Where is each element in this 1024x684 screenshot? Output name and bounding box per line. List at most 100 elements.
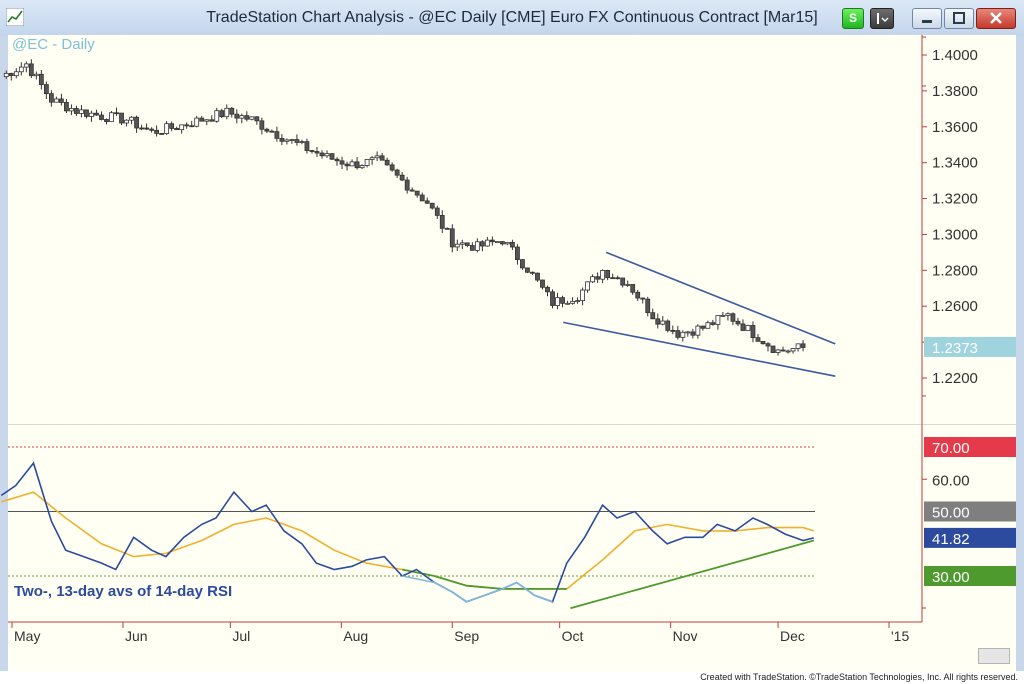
candle-body (114, 112, 119, 115)
rsi-2-day-line (0, 461, 814, 603)
candle-body (249, 116, 255, 120)
candle-body (309, 150, 315, 152)
candle-body (745, 325, 751, 331)
candle-body (515, 246, 520, 260)
time-tick-label: Dec (780, 628, 805, 644)
candle-body (214, 110, 220, 122)
price-tick-label: 1.3600 (932, 119, 978, 136)
candle-body (790, 348, 796, 352)
chart-scroll-control[interactable] (978, 648, 1010, 664)
candle-body (48, 93, 54, 103)
candle-body (234, 113, 240, 119)
candle-body (89, 112, 94, 117)
candle-body (600, 269, 606, 280)
candle-body (84, 109, 89, 117)
candle-body (334, 158, 340, 162)
rsi-level-label: 41.82 (932, 531, 970, 548)
candle-body (58, 98, 64, 103)
candle-body (299, 141, 305, 144)
candle-body (169, 123, 175, 129)
candle-body (99, 114, 104, 120)
candle-body (289, 139, 295, 141)
candle-body (399, 174, 405, 181)
strategy-button[interactable]: S (842, 8, 864, 29)
candle-body (38, 73, 44, 85)
candle-body (104, 119, 109, 122)
candle-body (660, 320, 666, 325)
candle-body (615, 277, 621, 280)
candle-body (510, 242, 515, 248)
candle-body (444, 227, 450, 230)
candle-body (139, 127, 144, 130)
indicator-button[interactable] (870, 8, 894, 29)
candle-body (219, 110, 225, 118)
rsi-level-badge (924, 527, 1016, 548)
candle-body (630, 284, 636, 293)
indicator-icon (877, 13, 889, 24)
candle-body (204, 119, 210, 122)
copyright-text: Created with TradeStation. ©TradeStation… (700, 672, 1018, 682)
candle-body (540, 279, 545, 288)
candle-body (269, 130, 275, 133)
candle-body (434, 207, 440, 216)
candle-body (144, 127, 149, 130)
candle-body (8, 72, 14, 77)
maximize-button[interactable] (944, 8, 974, 29)
candle-body (484, 239, 490, 247)
candle-body (94, 112, 99, 116)
price-tick-label: 1.3200 (932, 191, 978, 208)
candle-body (785, 350, 791, 353)
chart-plot-area[interactable] (8, 35, 1016, 671)
candle-body (119, 112, 124, 124)
candle-body (605, 269, 611, 279)
last-price-badge (924, 336, 1016, 357)
price-tick-label: 1.3800 (932, 83, 978, 100)
candle-body (640, 297, 646, 300)
rsi-support-trendline (570, 539, 815, 610)
time-tick-label: Sep (454, 628, 479, 644)
candle-body (650, 312, 656, 320)
candle-body (279, 137, 285, 142)
candle-body (535, 272, 540, 281)
candle-body (625, 284, 631, 286)
candle-body (545, 286, 550, 293)
candle-body (505, 242, 510, 245)
candle-body (690, 331, 696, 336)
candle-body (424, 200, 430, 204)
price-tick-label: 1.3400 (932, 155, 978, 172)
candle-body (154, 129, 160, 134)
candle-body (775, 349, 781, 353)
candle-body (239, 115, 245, 119)
pane-separator[interactable] (8, 424, 1016, 425)
candle-body (525, 267, 530, 273)
candle-body (489, 239, 495, 243)
candle-body (414, 190, 420, 196)
candle-body (384, 159, 390, 166)
candle-body (284, 139, 290, 142)
rsi-annotation: Two-, 13-day avs of 14-day RSI (14, 583, 232, 600)
candle-body (319, 152, 325, 157)
candle-body (454, 243, 460, 248)
wedge-trendline (605, 251, 836, 345)
rsi-13-day-oversold-segment (402, 568, 567, 590)
rsi-level-label: 60.00 (932, 472, 970, 489)
candle-body (710, 322, 716, 325)
candle-body (530, 271, 535, 274)
candle-body (74, 108, 79, 114)
price-tick-label: 1.4000 (932, 47, 978, 64)
candle-body (560, 297, 565, 304)
close-icon (990, 12, 1002, 24)
time-tick-label: Nov (673, 628, 698, 644)
minimize-button[interactable] (912, 8, 942, 29)
candle-body (449, 228, 455, 248)
chart-title: @EC - Daily (12, 36, 95, 53)
rsi-level-badge (924, 566, 1016, 586)
candle-body (409, 189, 415, 192)
price-tick-label: 1.2200 (932, 370, 978, 387)
close-button[interactable] (976, 8, 1016, 29)
last-price-label: 1.2373 (932, 340, 978, 357)
candle-body (755, 337, 761, 342)
price-tick-label: 1.3000 (932, 226, 978, 243)
candle-body (209, 119, 215, 122)
candle-body (3, 72, 9, 78)
